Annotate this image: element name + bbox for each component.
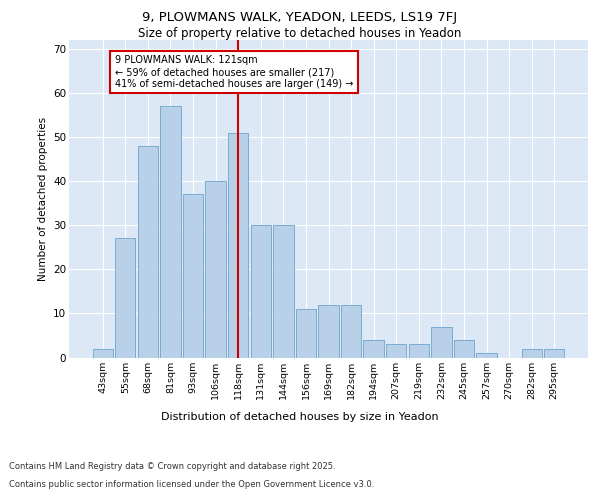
Text: Contains public sector information licensed under the Open Government Licence v3: Contains public sector information licen… xyxy=(9,480,374,489)
Bar xyxy=(431,326,452,358)
Bar xyxy=(273,225,293,358)
Text: Contains HM Land Registry data © Crown copyright and database right 2025.: Contains HM Land Registry data © Crown c… xyxy=(9,462,335,471)
Bar xyxy=(296,309,316,358)
Text: Distribution of detached houses by size in Yeadon: Distribution of detached houses by size … xyxy=(161,412,439,422)
Bar xyxy=(341,304,361,358)
Text: Size of property relative to detached houses in Yeadon: Size of property relative to detached ho… xyxy=(139,28,461,40)
Bar xyxy=(364,340,384,357)
Bar xyxy=(92,348,113,358)
Bar xyxy=(521,348,542,358)
Bar xyxy=(228,132,248,358)
Text: 9 PLOWMANS WALK: 121sqm
← 59% of detached houses are smaller (217)
41% of semi-d: 9 PLOWMANS WALK: 121sqm ← 59% of detache… xyxy=(115,56,353,88)
Bar xyxy=(544,348,565,358)
Bar xyxy=(205,181,226,358)
Bar xyxy=(476,353,497,358)
Y-axis label: Number of detached properties: Number of detached properties xyxy=(38,116,47,281)
Bar xyxy=(160,106,181,358)
Bar xyxy=(251,225,271,358)
Bar xyxy=(138,146,158,358)
Bar xyxy=(386,344,406,358)
Bar xyxy=(409,344,429,358)
Text: 9, PLOWMANS WALK, YEADON, LEEDS, LS19 7FJ: 9, PLOWMANS WALK, YEADON, LEEDS, LS19 7F… xyxy=(142,11,458,24)
Bar xyxy=(115,238,136,358)
Bar xyxy=(319,304,338,358)
Bar xyxy=(454,340,474,357)
Bar xyxy=(183,194,203,358)
